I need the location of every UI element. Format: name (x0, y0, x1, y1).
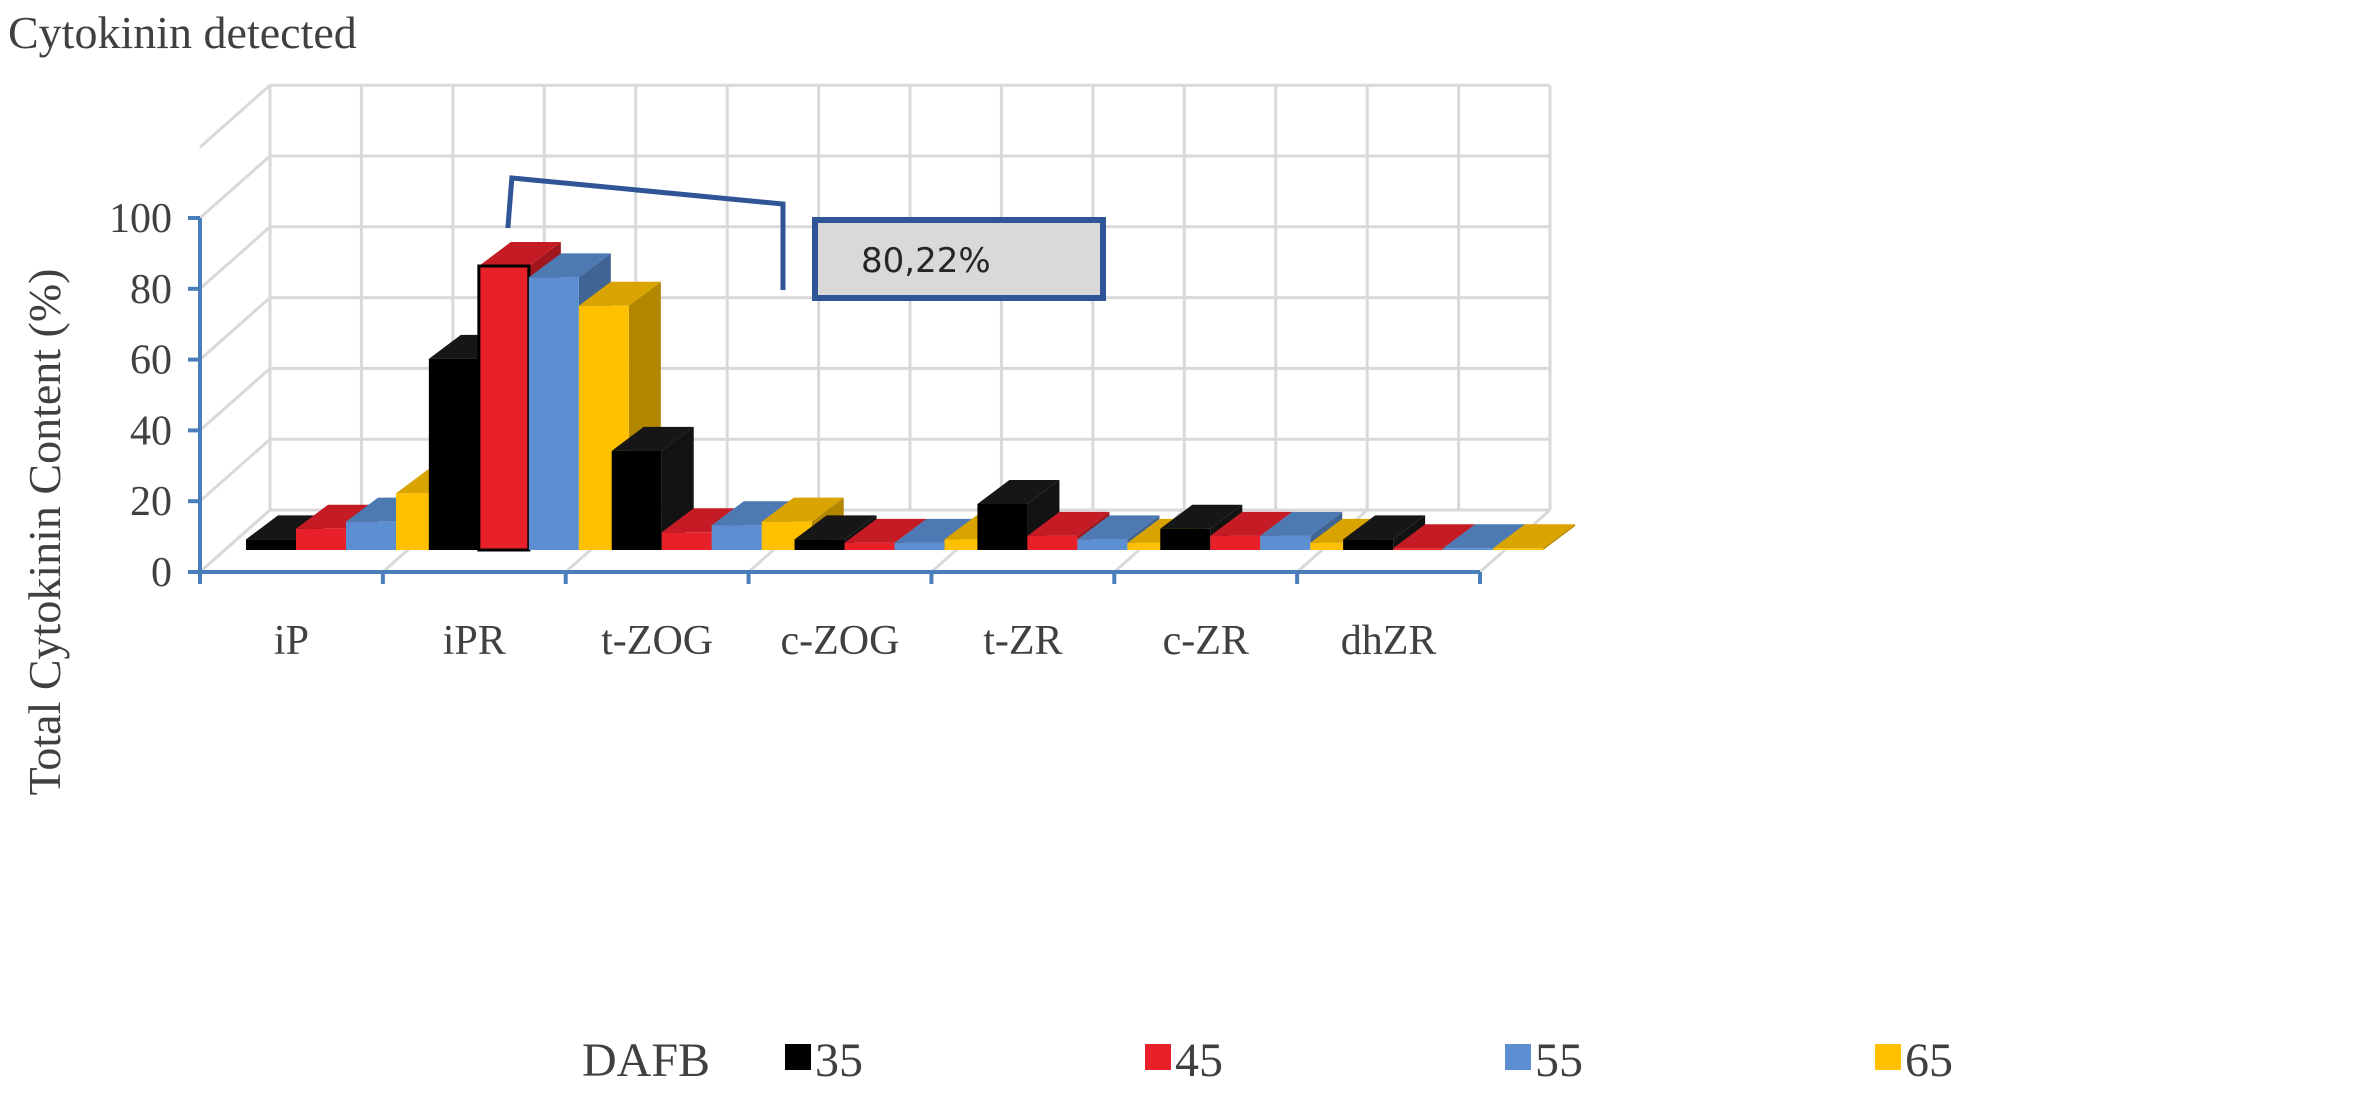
bars (246, 242, 1576, 552)
bar-top-face (1027, 511, 1110, 536)
legend-label: 65 (1905, 1034, 1953, 1087)
bar-front-face (661, 532, 712, 550)
bar-front-face (1393, 548, 1444, 550)
x-tick-label: iP (274, 618, 309, 664)
bar-top-face (528, 253, 611, 278)
bar-front-face (246, 539, 296, 550)
floor-edge-left (199, 508, 271, 574)
legend-swatch (785, 1044, 811, 1070)
bar-front-face (1210, 535, 1261, 550)
legend-item-45: 45 (1145, 1034, 1223, 1087)
y-tick-label: 40 (130, 408, 172, 454)
gridline-side (199, 84, 271, 149)
bar-top-face (296, 504, 378, 529)
bar-top-face (1343, 515, 1426, 540)
data-label-callout: 80,22% (505, 175, 1106, 301)
bar-top-face (1160, 504, 1243, 529)
bar-front-face (977, 503, 1028, 550)
legend-label: 45 (1175, 1034, 1223, 1087)
callout-box (812, 217, 1106, 301)
legend-label: 35 (815, 1034, 863, 1087)
bar-front-face (944, 539, 995, 550)
legend-item-35: 35 (785, 1034, 863, 1087)
bar-top-face (1443, 524, 1526, 549)
y-tick-label: 60 (130, 338, 172, 384)
axes: 0 20 40 60 80 100 iP iPR t-ZOG c-ZOG t-ZR c-ZR dhZR (109, 196, 1482, 664)
bar-dhZR-35 (1343, 515, 1426, 550)
chart-title: Cytokinin detected (8, 7, 357, 58)
bar-front-face (296, 528, 346, 550)
bar-top-face (794, 515, 877, 540)
bar-front-face (1310, 542, 1361, 550)
gridline-side (199, 438, 271, 503)
bar-dhZR-65 (1493, 524, 1576, 550)
bar-front-face (1160, 528, 1211, 550)
bar-front-face (611, 450, 662, 550)
bar-front-face (1443, 548, 1494, 550)
bar-top-face (611, 426, 694, 451)
callout-leader (505, 175, 786, 290)
gridline-side (199, 225, 271, 290)
bar-front-face (428, 358, 479, 550)
legend: DAFB 35 45 55 65 (582, 1034, 1953, 1087)
bar-top-face (1210, 511, 1293, 536)
bar-top-face (661, 508, 744, 533)
bar-top-face (894, 518, 977, 543)
x-tick-label: iPR (443, 618, 506, 664)
x-tick-label: c-ZOG (781, 618, 900, 664)
y-tick-label: 80 (130, 267, 172, 313)
legend-item-55: 55 (1505, 1034, 1583, 1087)
bar-front-face (1077, 539, 1128, 550)
legend-label: 55 (1535, 1034, 1583, 1087)
bar-top-face (1077, 515, 1160, 540)
y-tick-label: 100 (109, 196, 172, 242)
bar-top-face (711, 501, 794, 526)
gridline-side (199, 296, 271, 361)
legend-swatch (1505, 1044, 1531, 1070)
bar-side-face (1393, 515, 1426, 550)
bar-front-face (1260, 535, 1311, 550)
gridline-side (199, 154, 271, 220)
bar-front-face (346, 521, 396, 550)
callout-text: 80,22% (861, 241, 991, 281)
y-tick-label: 20 (130, 479, 172, 525)
x-tick-label: dhZR (1341, 618, 1437, 664)
legend-item-65: 65 (1875, 1034, 1953, 1087)
bar-top-face (478, 242, 561, 267)
x-tick-label: t-ZOG (601, 618, 713, 664)
legend-swatch (1875, 1044, 1901, 1070)
y-tick-label: 0 (151, 550, 172, 596)
x-tick-label: c-ZR (1163, 618, 1249, 664)
bar-top-face (1493, 524, 1576, 549)
bar-front-face (477, 264, 531, 552)
bar-top-face (578, 281, 661, 306)
bar-side-face (1543, 524, 1576, 550)
bar-top-face (844, 518, 927, 543)
legend-title: DAFB (582, 1034, 710, 1087)
bar-front-face (894, 542, 945, 550)
bar-top-face (977, 479, 1060, 504)
bar-top-face (1393, 524, 1476, 549)
bar-front-face (1493, 548, 1544, 550)
bar-front-face (794, 539, 845, 550)
bar-top-face (761, 497, 844, 522)
gridline-side (199, 367, 271, 432)
bar-front-face (528, 277, 579, 550)
bar-front-face (844, 542, 895, 550)
y-axis-label: Total Cytokinin Content (%) (19, 268, 70, 795)
bar-front-face (1127, 542, 1178, 550)
x-tick-label: t-ZR (983, 618, 1062, 664)
bar-front-face (1027, 535, 1078, 550)
bar-front-face (711, 525, 762, 550)
legend-swatch (1145, 1044, 1171, 1070)
bar-front-face (1343, 539, 1394, 550)
bar-top-face (1260, 511, 1343, 536)
